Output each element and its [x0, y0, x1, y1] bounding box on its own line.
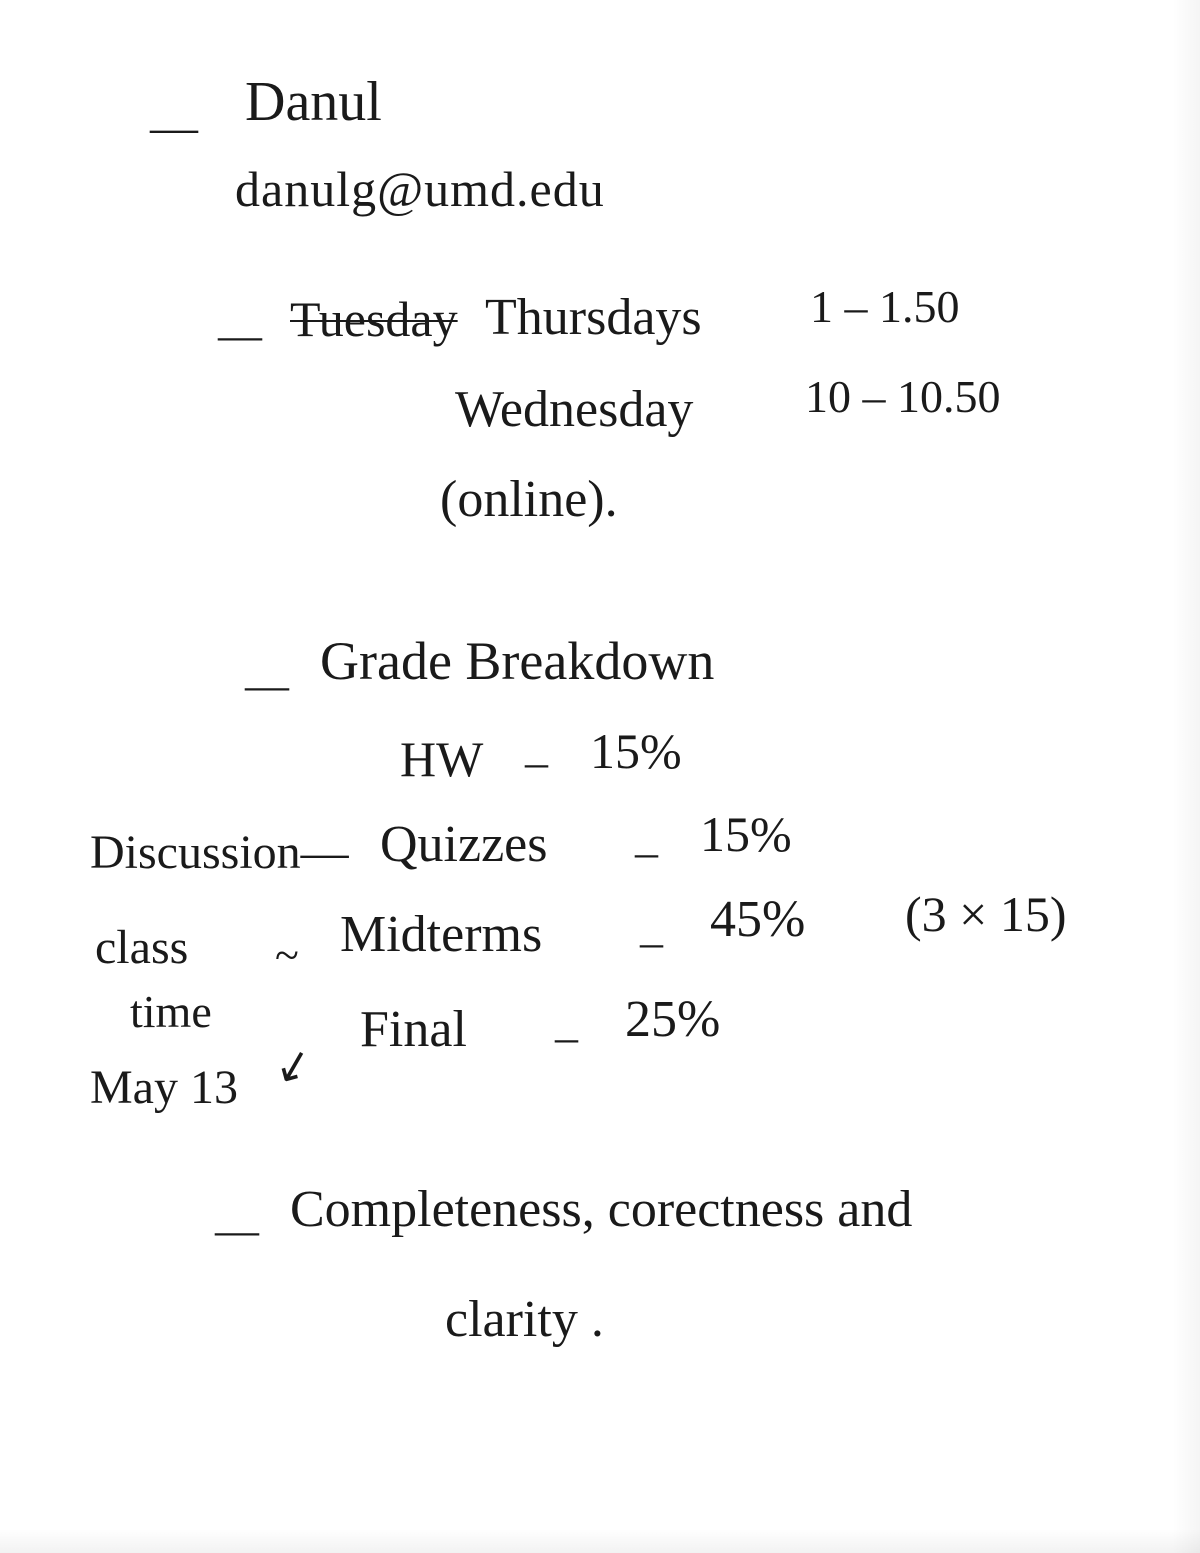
grade-row-midterms-pct: 45% [710, 890, 805, 949]
grade-row-quizzes-sep: – [635, 825, 658, 878]
grade-heading: Grade Breakdown [320, 630, 714, 692]
grade-row-final-sep: – [555, 1010, 578, 1063]
schedule-mode: (online). [440, 470, 618, 529]
schedule-time-1: 1 – 1.50 [810, 280, 960, 333]
midterms-left-note-2: time [130, 985, 212, 1038]
bullet-dash: — [150, 100, 198, 155]
bullet-dash: — [215, 1205, 259, 1256]
grade-row-midterms-label: Midterms [340, 905, 542, 964]
arc-connector: ↙ [269, 1036, 318, 1095]
grade-row-hw-pct: 15% [590, 722, 682, 780]
handwritten-page: — Danul danulg@umd.edu — Tuesday Thursda… [0, 0, 1200, 1553]
grade-row-hw-sep: – [525, 735, 548, 788]
instructor-name: Danul [245, 70, 382, 134]
grade-row-midterms-sep: – [640, 915, 663, 968]
schedule-day-1: Thursdays [485, 288, 702, 347]
note-line-1: Completeness, corectness and [290, 1180, 912, 1239]
grade-row-final-label: Final [360, 1000, 467, 1059]
scan-edge-bottom [0, 1529, 1200, 1553]
final-left-note: May 13 [90, 1060, 238, 1115]
quizzes-left-note: Discussion— [90, 825, 349, 880]
midterms-right-note: (3 × 15) [905, 885, 1067, 943]
grade-row-quizzes-pct: 15% [700, 805, 792, 863]
midterms-left-note-1: class [95, 920, 188, 975]
note-line-2: clarity . [445, 1290, 604, 1349]
grade-row-final-pct: 25% [625, 990, 720, 1049]
schedule-day-2: Wednesday [455, 380, 693, 439]
tilde-connector: ~ [275, 930, 299, 981]
grade-row-hw-label: HW [400, 730, 483, 788]
instructor-email: danulg@umd.edu [235, 160, 605, 218]
bullet-dash: — [218, 310, 262, 361]
grade-row-quizzes-label: Quizzes [380, 815, 547, 874]
bullet-dash: — [245, 660, 289, 711]
scan-edge-right [1172, 0, 1200, 1553]
struck-day: Tuesday [290, 290, 458, 348]
schedule-time-2: 10 – 10.50 [805, 370, 1001, 423]
